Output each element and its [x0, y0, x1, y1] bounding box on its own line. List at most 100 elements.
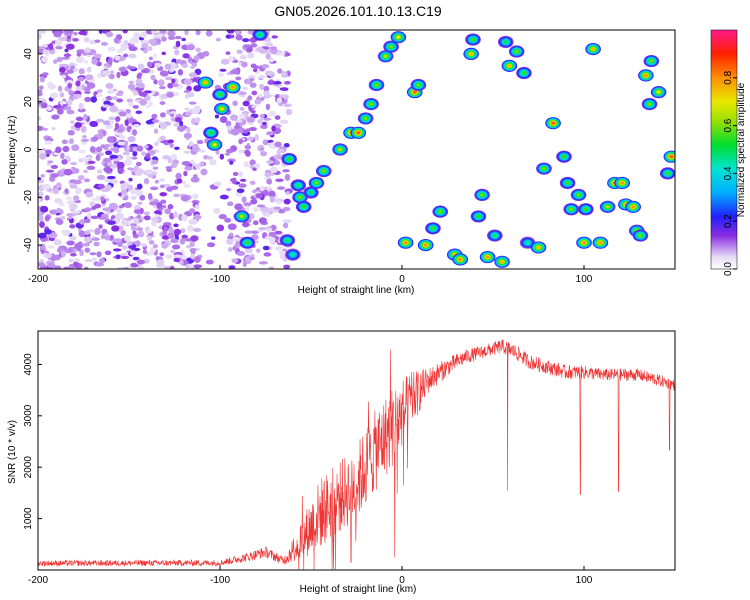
- spectral-peak-ring: [309, 191, 313, 195]
- noise-blob: [175, 40, 181, 48]
- noise-blob: [95, 262, 105, 267]
- noise-blob: [225, 148, 235, 153]
- noise-blob: [84, 266, 89, 269]
- noise-blob: [232, 236, 240, 242]
- noise-blob: [272, 80, 282, 85]
- noise-blob: [179, 237, 186, 245]
- spectrogram-xtick-label: -100: [210, 274, 230, 285]
- noise-blob: [151, 159, 159, 165]
- noise-blob: [239, 107, 245, 111]
- noise-blob: [83, 169, 88, 174]
- noise-blob: [80, 125, 87, 133]
- noise-blob: [230, 114, 238, 121]
- spectral-peak-ring: [230, 85, 235, 89]
- spectral-peak: [508, 45, 525, 58]
- noise-blob: [135, 110, 143, 115]
- noise-blob: [249, 180, 256, 185]
- noise-blob: [93, 241, 100, 247]
- noise-blob: [98, 216, 107, 220]
- noise-blob: [142, 249, 148, 255]
- noise-blob: [228, 265, 236, 269]
- noise-blob: [108, 202, 118, 210]
- noise-blob: [153, 79, 158, 85]
- noise-blob: [256, 204, 266, 208]
- noise-blob: [170, 162, 178, 169]
- spectral-peak-ring: [363, 116, 368, 120]
- noise-blob: [238, 171, 243, 178]
- noise-blob: [98, 257, 106, 264]
- noise-blob: [64, 33, 73, 37]
- noise-blob: [113, 238, 123, 243]
- noise-blob: [264, 70, 274, 76]
- spectral-peak-ring: [245, 241, 250, 245]
- noise-blob: [189, 159, 195, 164]
- noise-blob: [136, 73, 142, 80]
- noise-blob: [117, 141, 125, 146]
- spectral-peak-ring: [239, 214, 244, 218]
- noise-blob: [64, 48, 69, 53]
- spectrogram-peaks-layer: [197, 30, 675, 268]
- spectral-peak: [463, 47, 479, 61]
- spectral-peak-ring: [503, 40, 508, 44]
- snr-x-ticks: -200 -100 0 100: [28, 566, 593, 586]
- noise-blob: [91, 136, 99, 142]
- noise-blob: [69, 235, 77, 241]
- noise-blob: [54, 198, 63, 204]
- noise-blob: [128, 101, 135, 107]
- noise-blob: [38, 232, 47, 239]
- noise-blob: [202, 50, 210, 57]
- noise-blob: [118, 204, 125, 209]
- noise-blob: [97, 132, 104, 140]
- noise-blob: [52, 59, 58, 64]
- noise-blob: [283, 256, 288, 262]
- noise-blob: [158, 30, 167, 34]
- noise-blob: [167, 232, 175, 239]
- noise-blob: [162, 242, 169, 248]
- noise-blob: [121, 245, 128, 250]
- noise-blob: [188, 72, 198, 78]
- noise-blob: [235, 34, 243, 41]
- noise-blob: [252, 167, 257, 171]
- snr-ytick-label: 3000: [23, 404, 34, 427]
- noise-blob: [251, 104, 258, 109]
- noise-blob: [159, 86, 166, 90]
- noise-blob: [260, 113, 265, 119]
- noise-blob: [241, 61, 248, 68]
- noise-blob: [169, 212, 175, 220]
- noise-blob: [50, 173, 59, 178]
- noise-blob: [150, 74, 156, 81]
- spectral-peak-ring: [219, 107, 224, 111]
- noise-blob: [195, 47, 201, 53]
- snr-xtick-label: 100: [576, 575, 593, 586]
- noise-blob: [186, 224, 194, 232]
- noise-blob: [98, 224, 103, 229]
- noise-blob: [86, 212, 92, 219]
- noise-blob: [282, 219, 292, 224]
- spectrogram-xtick-label: 0: [399, 274, 405, 285]
- noise-blob: [38, 176, 42, 181]
- noise-blob: [141, 43, 149, 49]
- spectral-peak-ring: [301, 205, 306, 209]
- noise-blob: [84, 90, 91, 94]
- noise-blob: [84, 96, 92, 103]
- noise-blob: [282, 222, 289, 229]
- spectral-peak-ring: [514, 49, 519, 54]
- noise-blob: [165, 254, 173, 259]
- noise-blob: [42, 72, 49, 76]
- noise-blob: [173, 211, 178, 218]
- snr-xtick-label: 0: [399, 575, 405, 586]
- spectral-peak: [559, 176, 576, 190]
- noise-blob: [123, 53, 129, 58]
- noise-blob: [258, 75, 266, 79]
- noise-blob: [70, 161, 78, 166]
- noise-blob: [230, 128, 240, 136]
- noise-blob: [280, 70, 287, 78]
- noise-blob: [181, 160, 191, 166]
- noise-blob: [252, 68, 258, 73]
- noise-blob: [72, 179, 82, 185]
- noise-blob: [228, 232, 234, 237]
- noise-blob: [103, 100, 111, 106]
- noise-blob: [130, 195, 137, 200]
- noise-blob: [42, 183, 51, 190]
- noise-blob: [73, 31, 78, 36]
